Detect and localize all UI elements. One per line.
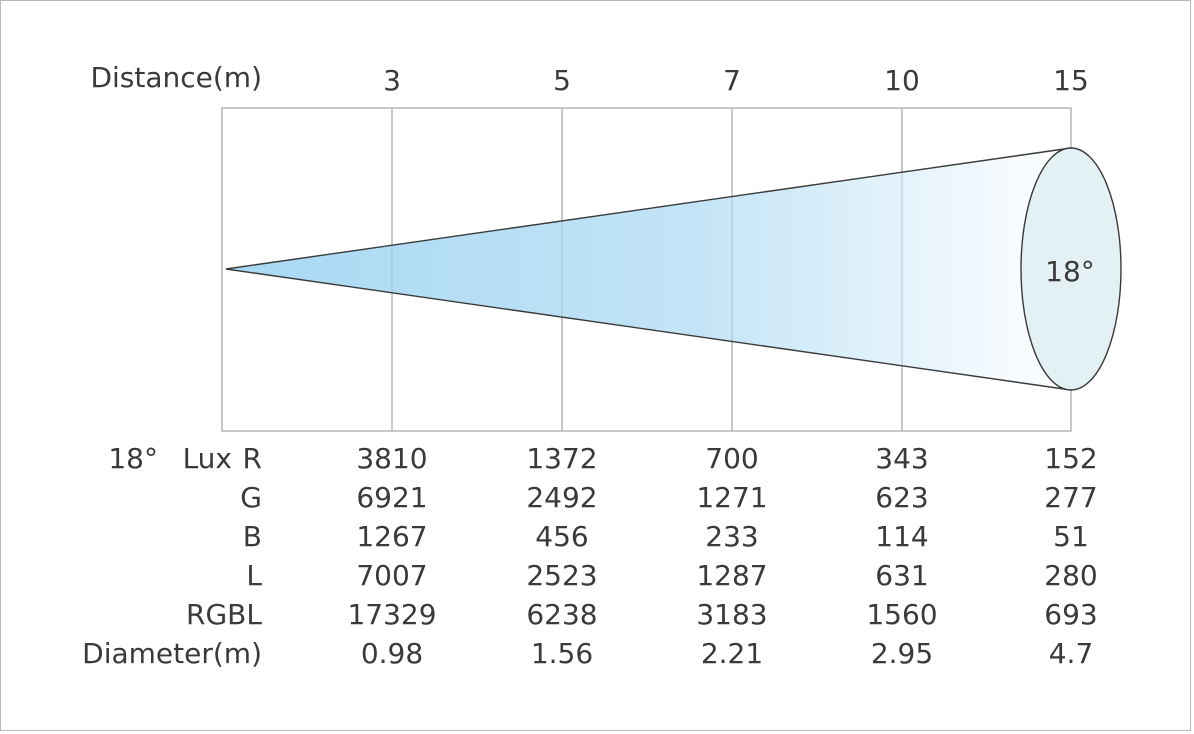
table-cell: 114 — [875, 520, 928, 553]
table-cell: 277 — [1044, 481, 1097, 514]
table-cell: 1267 — [356, 520, 427, 553]
table-cell: 623 — [875, 481, 928, 514]
row-label-b: B — [243, 520, 262, 553]
distance-label: 10 — [884, 64, 920, 97]
beam-cone-fill — [226, 148, 1071, 390]
table-cell: 1560 — [866, 598, 937, 631]
table-cell: 233 — [705, 520, 758, 553]
row-label-diameter: Diameter(m) — [82, 637, 262, 670]
table-cell: 51 — [1053, 520, 1089, 553]
distance-label: 3 — [383, 64, 401, 97]
table-cell: 6921 — [356, 481, 427, 514]
distance-tick-labels: 3 5 7 10 15 — [383, 64, 1089, 97]
distance-label: 15 — [1053, 64, 1089, 97]
table-cell: 3810 — [356, 442, 427, 475]
table-cell: 1372 — [526, 442, 597, 475]
table-cell: 2.95 — [871, 637, 933, 670]
table-cell: 7007 — [356, 559, 427, 592]
table-cell: 343 — [875, 442, 928, 475]
table-cell: 700 — [705, 442, 758, 475]
table-cell: 2523 — [526, 559, 597, 592]
beam-angle-label: 18° — [1045, 255, 1095, 288]
table-cell: 2492 — [526, 481, 597, 514]
beam-lower-edge — [225, 268, 1072, 391]
distance-label: 7 — [723, 64, 741, 97]
row-label-r: R — [243, 442, 262, 475]
table-cell: 4.7 — [1049, 637, 1094, 670]
table-cell: 1.56 — [531, 637, 593, 670]
lux-table: 18° Lux R G B L RGBL Diameter(m) 3810 13… — [82, 442, 1098, 670]
row-label-l: L — [246, 559, 262, 592]
table-cell: 693 — [1044, 598, 1097, 631]
distance-label: 5 — [553, 64, 571, 97]
table-cell: 631 — [875, 559, 928, 592]
beam-end-ellipse — [1020, 147, 1122, 391]
table-cell: 280 — [1044, 559, 1097, 592]
table-cell: 456 — [535, 520, 588, 553]
row-label-rgbl: RGBL — [186, 598, 262, 631]
grid-overlay — [391, 173, 903, 366]
table-cell: 1287 — [696, 559, 767, 592]
table-cell: 2.21 — [701, 637, 763, 670]
table-angle-prefix: 18° — [108, 442, 158, 475]
beam-upper-edge — [225, 147, 1072, 270]
table-cell: 152 — [1044, 442, 1097, 475]
table-cell: 17329 — [347, 598, 436, 631]
table-cell: 1271 — [696, 481, 767, 514]
distance-header-label: Distance(m) — [90, 61, 262, 94]
table-cell: 6238 — [526, 598, 597, 631]
table-cell: 3183 — [696, 598, 767, 631]
table-lux-label: Lux — [183, 442, 232, 475]
table-cell: 0.98 — [361, 637, 423, 670]
row-label-g: G — [240, 481, 262, 514]
